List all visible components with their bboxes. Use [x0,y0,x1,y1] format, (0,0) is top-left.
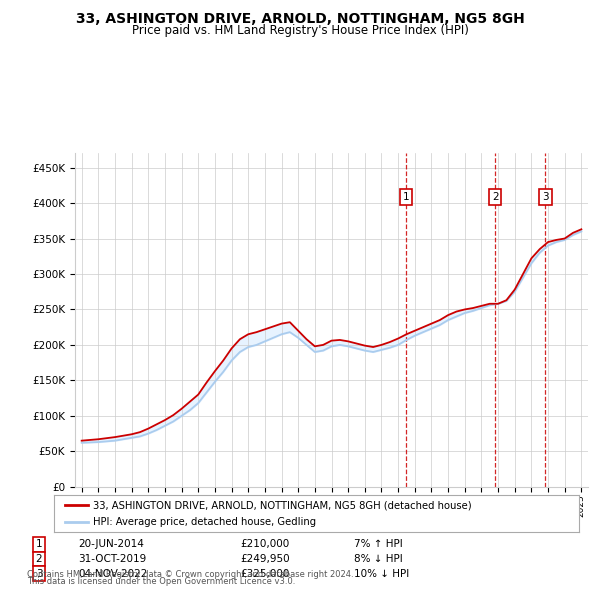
Text: HPI: Average price, detached house, Gedling: HPI: Average price, detached house, Gedl… [94,517,317,527]
Text: 04-NOV-2022: 04-NOV-2022 [78,569,148,579]
Text: 1: 1 [403,192,409,202]
Text: 3: 3 [35,569,43,579]
Text: £325,000: £325,000 [240,569,289,579]
Text: 33, ASHINGTON DRIVE, ARNOLD, NOTTINGHAM, NG5 8GH: 33, ASHINGTON DRIVE, ARNOLD, NOTTINGHAM,… [76,12,524,26]
Text: £210,000: £210,000 [240,539,289,549]
Text: This data is licensed under the Open Government Licence v3.0.: This data is licensed under the Open Gov… [27,578,295,586]
Text: 31-OCT-2019: 31-OCT-2019 [78,554,146,564]
Text: Price paid vs. HM Land Registry's House Price Index (HPI): Price paid vs. HM Land Registry's House … [131,24,469,37]
Text: 33, ASHINGTON DRIVE, ARNOLD, NOTTINGHAM, NG5 8GH (detached house): 33, ASHINGTON DRIVE, ARNOLD, NOTTINGHAM,… [94,500,472,510]
Text: 8% ↓ HPI: 8% ↓ HPI [354,554,403,564]
Text: 3: 3 [542,192,548,202]
Text: 7% ↑ HPI: 7% ↑ HPI [354,539,403,549]
Text: £249,950: £249,950 [240,554,290,564]
Text: Contains HM Land Registry data © Crown copyright and database right 2024.: Contains HM Land Registry data © Crown c… [27,571,353,579]
Text: 10% ↓ HPI: 10% ↓ HPI [354,569,409,579]
Text: 2: 2 [35,554,43,564]
Text: 20-JUN-2014: 20-JUN-2014 [78,539,144,549]
Text: 1: 1 [35,539,43,549]
Text: 2: 2 [492,192,499,202]
